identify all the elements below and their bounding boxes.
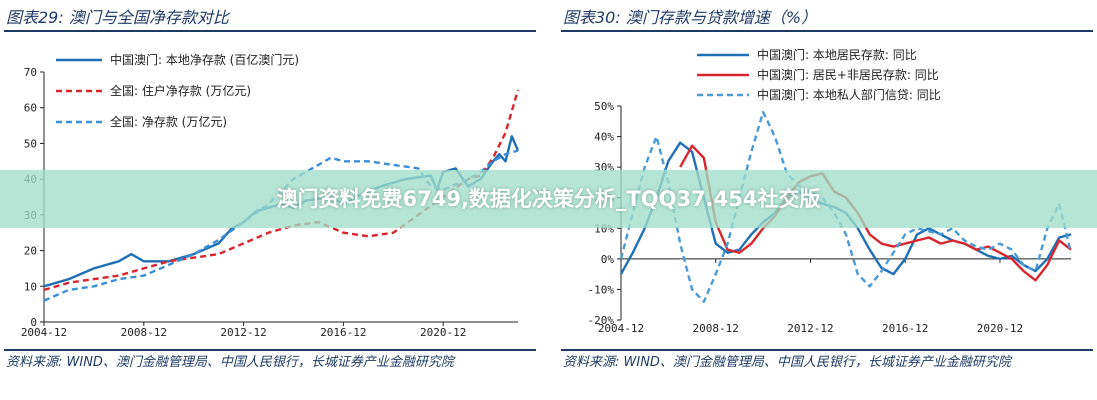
- y-tick-label: 50: [24, 137, 37, 150]
- y-tick-label: 60: [24, 102, 37, 115]
- y-tick-label: 0%: [601, 253, 615, 266]
- chart-title: 图表29: 澳门与全国净存款对比: [6, 8, 229, 27]
- source-note: 资料来源: WIND、澳门金融管理局、中国人民银行，长城证券产业金融研究院: [6, 355, 454, 370]
- legend-label: 中国澳门: 本地净存款 (百亿澳门元): [110, 52, 299, 67]
- chart-title: 图表30: 澳门存款与贷款增速（%）: [563, 8, 818, 27]
- source-rule: [4, 349, 536, 351]
- x-tick-label: 2012-12: [220, 326, 266, 339]
- source-note: 资料来源: WIND、澳门金融管理局、中国人民银行，长城证券产业金融研究院: [563, 355, 1011, 370]
- x-tick-label: 2020-12: [977, 322, 1023, 335]
- y-tick-label: 70: [24, 66, 37, 79]
- watermark-banner: [0, 170, 1097, 228]
- x-tick-label: 2004-12: [21, 326, 67, 339]
- x-tick-label: 2008-12: [121, 326, 167, 339]
- legend-label: 中国澳门: 居民+非居民存款: 同比: [757, 67, 939, 82]
- x-tick-label: 2004-12: [598, 322, 644, 335]
- y-tick-label: 40%: [594, 131, 614, 144]
- y-tick-label: -20%: [588, 314, 615, 327]
- y-tick-label: 0: [30, 316, 37, 329]
- y-tick-label: 50%: [594, 100, 614, 113]
- y-tick-label: 10: [24, 280, 37, 293]
- title-rule: [4, 30, 536, 32]
- x-tick-label: 2016-12: [320, 326, 366, 339]
- legend-label: 全国: 净存款 (万亿元): [110, 114, 227, 129]
- x-tick-label: 2016-12: [882, 322, 928, 335]
- deposit-loan-growth-chart: -20%-10%0%10%20%30%40%50%2004-122008-122…: [588, 47, 1073, 335]
- title-rule: [561, 30, 1093, 32]
- legend-label: 中国澳门: 本地居民存款: 同比: [757, 47, 917, 62]
- x-tick-label: 2020-12: [420, 326, 466, 339]
- legend-label: 全国: 住户净存款 (万亿元): [110, 83, 251, 98]
- legend-label: 中国澳门: 本地私人部门信贷: 同比: [757, 87, 941, 102]
- watermark-banner-text: 澳门资料免费6749,数据化决策分析_TQQ37.454社交版: [276, 187, 821, 211]
- y-tick-label: 20: [24, 245, 37, 258]
- series-line: [679, 144, 1072, 282]
- series-line: [619, 110, 1073, 303]
- chart-panel-right: 图表30: 澳门存款与贷款增速（%） -20%-10%0%10%20%30%40…: [557, 0, 1097, 400]
- y-tick-label: -10%: [588, 283, 615, 296]
- source-rule: [561, 349, 1093, 351]
- x-tick-label: 2012-12: [787, 322, 833, 335]
- x-tick-label: 2008-12: [693, 322, 739, 335]
